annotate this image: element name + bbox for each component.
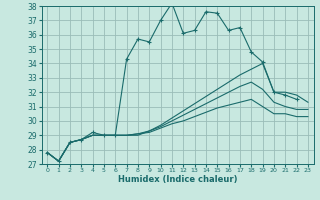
X-axis label: Humidex (Indice chaleur): Humidex (Indice chaleur) [118,175,237,184]
